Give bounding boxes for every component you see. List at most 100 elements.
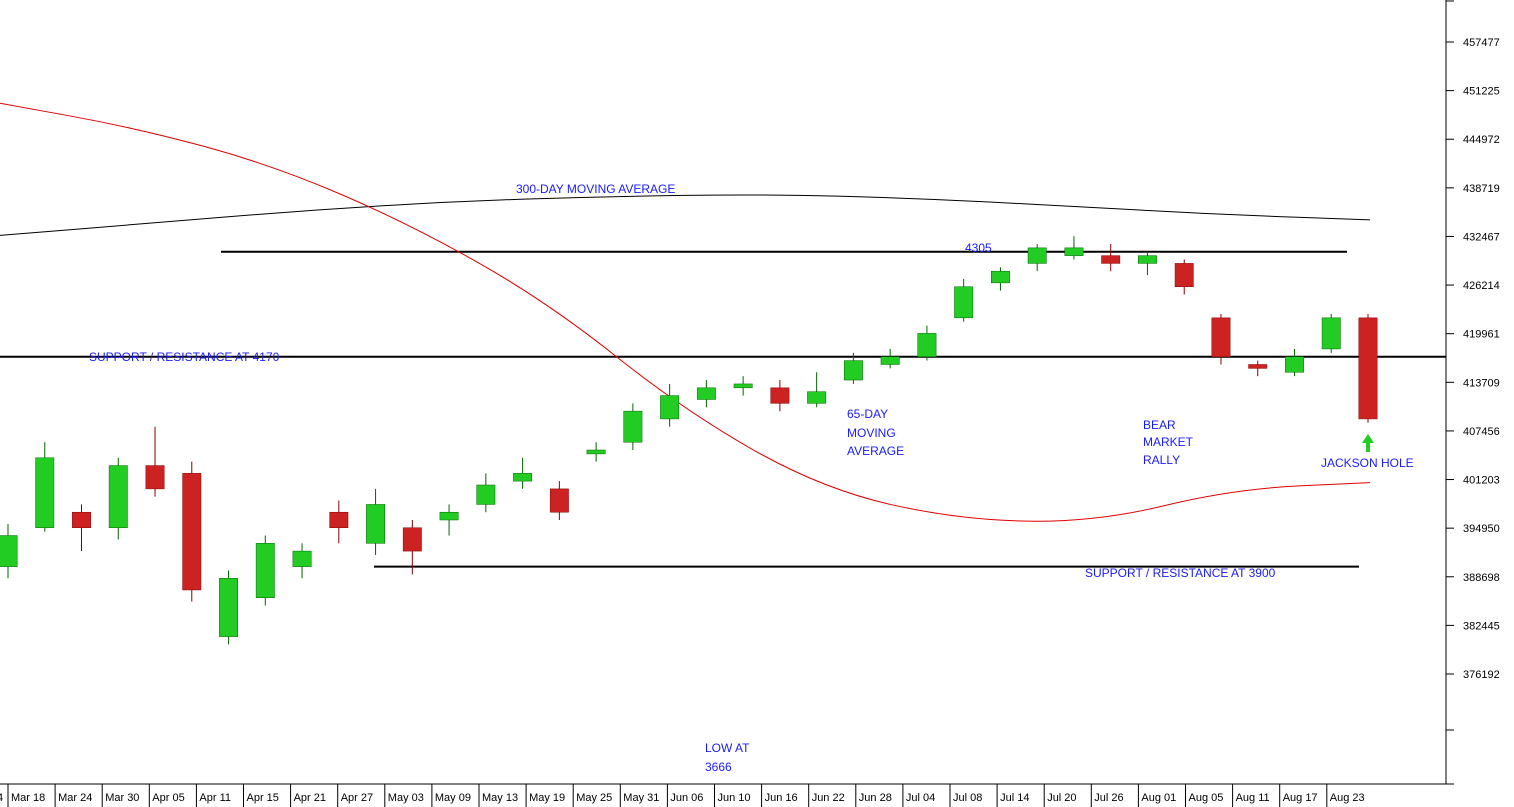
candle-body xyxy=(1211,317,1231,357)
x-tick-label: Jun 06 xyxy=(670,792,703,804)
y-tick-label: 426214 xyxy=(1463,280,1500,292)
candle xyxy=(108,457,128,540)
candle-body xyxy=(1027,247,1047,264)
y-tick-label: 432467 xyxy=(1463,231,1500,243)
candle-body xyxy=(182,473,202,591)
support-resistance-lines xyxy=(0,250,1446,568)
candle xyxy=(145,426,165,497)
candle-body xyxy=(1248,364,1268,369)
y-tick-label: 376192 xyxy=(1463,669,1500,681)
candle-body xyxy=(1101,255,1121,264)
candle-body xyxy=(1321,317,1341,350)
y-tick-label: 451225 xyxy=(1463,86,1500,98)
annotation-bear-line2: MARKET xyxy=(1143,435,1194,449)
x-tick-label: Mar 30 xyxy=(105,792,139,804)
candle xyxy=(1101,243,1121,272)
y-tick-label: 457477 xyxy=(1463,37,1500,49)
candle xyxy=(476,473,496,513)
candle xyxy=(623,403,643,451)
y-tick-label: 444972 xyxy=(1463,134,1500,146)
annotations: 300-DAY MOVING AVERAGE 4305 SUPPORT / RE… xyxy=(89,182,1414,774)
x-tick-label: Aug 23 xyxy=(1330,792,1365,804)
up-arrow-icon xyxy=(1362,434,1374,452)
candle xyxy=(1174,259,1194,295)
x-tick-label: Mar 18 xyxy=(11,792,45,804)
x-tick-label: Aug 11 xyxy=(1236,792,1270,804)
candle-body xyxy=(219,578,238,637)
y-tick-label: 382445 xyxy=(1463,620,1500,632)
candle xyxy=(696,380,716,408)
x-tick-label: Apr 15 xyxy=(247,792,279,804)
candle xyxy=(366,488,386,555)
y-tick-label: 388698 xyxy=(1463,572,1500,584)
x-tick-label: May 25 xyxy=(576,792,612,804)
y-tick-label: 401203 xyxy=(1463,475,1500,487)
candle xyxy=(182,461,202,602)
candle-body xyxy=(292,550,312,567)
candle xyxy=(35,442,55,532)
candle-body xyxy=(917,333,937,357)
candle-body xyxy=(402,527,422,552)
candle xyxy=(1248,360,1268,377)
candle xyxy=(292,543,312,579)
candle-body xyxy=(1064,247,1084,256)
candle xyxy=(843,352,863,384)
x-tick-label: Jul 04 xyxy=(906,792,935,804)
x-tick-label: Apr 11 xyxy=(199,792,231,804)
candle xyxy=(1285,348,1304,377)
candle xyxy=(0,523,18,579)
candle xyxy=(1358,313,1378,423)
x-tick-label: Jun 22 xyxy=(812,792,845,804)
candle xyxy=(255,535,275,606)
x-tick-label: Jun 28 xyxy=(859,792,892,804)
annotation-jackson-hole: JACKSON HOLE xyxy=(1321,456,1414,470)
annotation-ma65-line3: AVERAGE xyxy=(847,444,904,458)
candle-body xyxy=(0,535,18,567)
x-tick-label: Apr 27 xyxy=(341,792,373,804)
annotation-low-line1: LOW AT xyxy=(705,741,750,755)
x-tick-label: Jul 14 xyxy=(1000,792,1029,804)
candle xyxy=(770,380,790,412)
x-tick-label: Jun 16 xyxy=(765,792,798,804)
y-tick-label: 407456 xyxy=(1463,426,1500,438)
x-tick-label: Jul 26 xyxy=(1094,792,1123,804)
candle-body xyxy=(35,457,55,529)
candle-body xyxy=(843,360,863,381)
candle-body xyxy=(366,504,386,544)
x-tick-label: Apr 21 xyxy=(294,792,326,804)
candle-body xyxy=(476,484,496,505)
annotation-ma300: 300-DAY MOVING AVERAGE xyxy=(516,182,675,196)
candle-body xyxy=(513,473,533,482)
candle xyxy=(402,519,422,575)
candle xyxy=(917,325,937,361)
x-tick-label: Mar 24 xyxy=(58,792,92,804)
x-tick-label: May 31 xyxy=(623,792,659,804)
y-tick-label: 394950 xyxy=(1463,523,1500,535)
candle xyxy=(586,442,606,462)
candle xyxy=(1211,313,1231,365)
candle xyxy=(72,504,91,552)
candle-body xyxy=(733,383,753,389)
annotation-support-4170: SUPPORT / RESISTANCE AT 4170 xyxy=(89,350,280,364)
x-tick-label: 4 xyxy=(0,792,3,804)
candle-body xyxy=(770,387,790,404)
candle-body xyxy=(145,465,165,490)
candle-body xyxy=(623,410,643,443)
candle-body xyxy=(696,387,716,400)
candle xyxy=(329,500,349,544)
candle-body xyxy=(990,270,1010,284)
annotation-support-3900: SUPPORT / RESISTANCE AT 3900 xyxy=(1085,566,1276,580)
candle-body xyxy=(660,395,680,420)
x-tick-label: Aug 01 xyxy=(1141,792,1176,804)
candle-body xyxy=(586,449,606,455)
candle xyxy=(1064,236,1084,260)
candle xyxy=(439,504,459,536)
annotation-bear-line3: RALLY xyxy=(1143,453,1180,467)
ma300-line xyxy=(0,194,1371,236)
candle xyxy=(807,372,827,408)
candle xyxy=(1138,251,1157,276)
x-tick-label: May 13 xyxy=(482,792,518,804)
candle-body xyxy=(807,391,827,404)
